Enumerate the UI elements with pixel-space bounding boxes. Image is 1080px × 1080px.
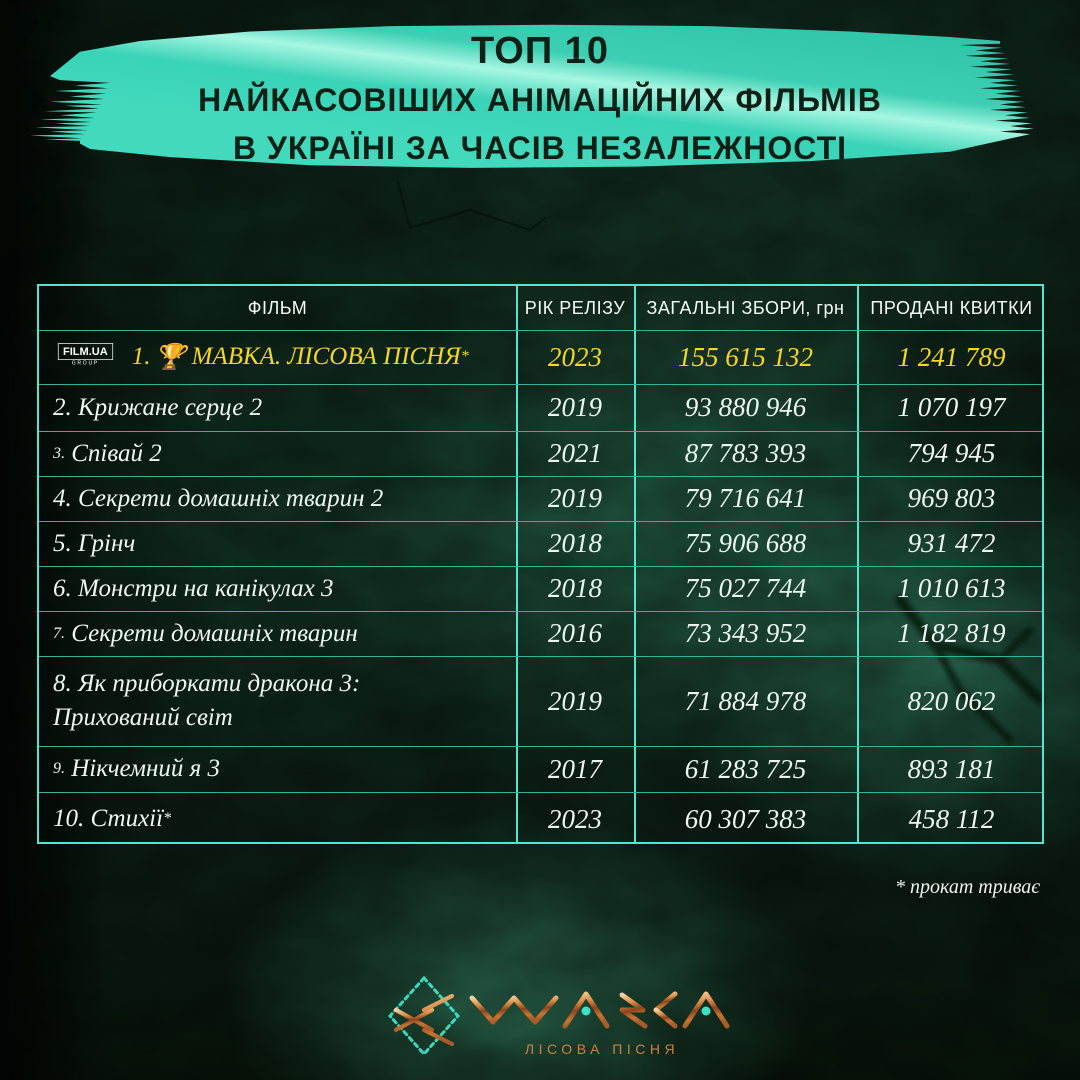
svg-text:ЛІСОВА ПІСНЯ: ЛІСОВА ПІСНЯ xyxy=(525,1041,679,1057)
